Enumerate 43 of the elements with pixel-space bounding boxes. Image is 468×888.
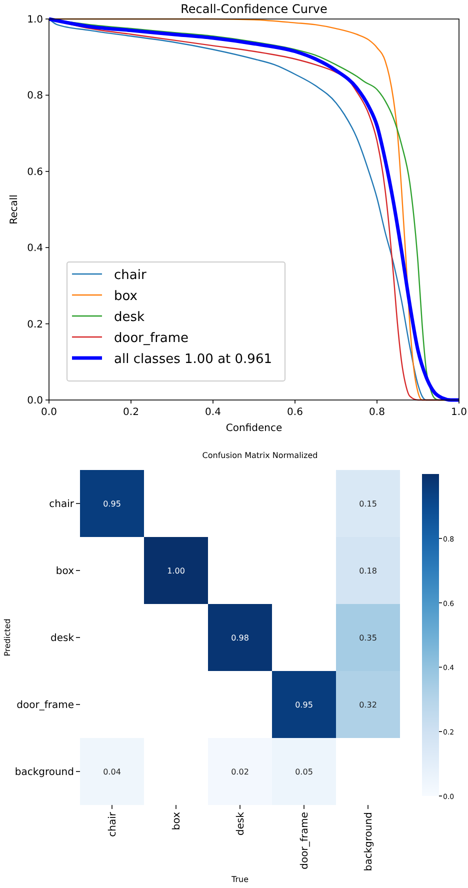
y-axis-title: Predicted	[3, 618, 12, 656]
x-tick-label: door_frame	[300, 812, 310, 870]
x-tick-label: 0.8	[369, 407, 385, 418]
data-label: 0.02	[231, 768, 249, 776]
x-tick-label: box	[172, 812, 182, 830]
data-label: 0.04	[103, 768, 121, 776]
y-tick-label: door_frame	[16, 700, 74, 711]
x-axis-title: True	[230, 875, 249, 884]
legend-label: all classes 1.00 at 0.961	[114, 352, 272, 367]
data-label: 0.15	[359, 500, 377, 508]
data-label: 1.00	[167, 566, 185, 576]
data-label: 0.35	[359, 634, 377, 642]
y-tick-label: box	[56, 566, 74, 577]
y-tick-label: background	[14, 767, 74, 778]
legend-label: desk	[114, 310, 146, 325]
chart-title: Recall-Confidence Curve	[180, 2, 328, 16]
x-axis-title: Confidence	[226, 423, 282, 434]
legend-label: box	[114, 289, 138, 304]
data-label: 0.18	[359, 566, 377, 576]
y-tick-label: 0.4	[27, 243, 43, 254]
legend-label: chair	[114, 268, 147, 283]
y-tick-label: 0.8	[27, 90, 43, 102]
legend-label: door_frame	[114, 331, 189, 346]
data-label: 0.98	[231, 634, 249, 642]
x-tick-label: 0.6	[287, 407, 303, 418]
x-tick-label: chair	[108, 811, 118, 837]
x-tick-label: desk	[236, 812, 246, 836]
x-tick-label: 0.2	[123, 407, 139, 418]
data-label: 0.05	[295, 768, 313, 776]
x-tick-label: 0.4	[205, 407, 221, 418]
y-axis-title: Recall	[9, 194, 20, 224]
x-tick-label: 1.0	[451, 407, 467, 418]
y-tick-label: desk	[50, 633, 74, 644]
data-label: 0.32	[359, 700, 377, 710]
y-tick-label: 0.2	[27, 319, 43, 330]
data-label: 0.95	[295, 700, 313, 710]
y-tick-label: 0.6	[27, 166, 43, 178]
y-tick-label: 1.0	[27, 14, 43, 26]
x-tick-label: background	[364, 812, 374, 872]
y-tick-label: chair	[49, 499, 75, 510]
chart-title: Confusion Matrix Normalized	[202, 451, 318, 460]
y-tick-label: 0.0	[27, 396, 43, 406]
data-label: 0.95	[103, 500, 121, 508]
